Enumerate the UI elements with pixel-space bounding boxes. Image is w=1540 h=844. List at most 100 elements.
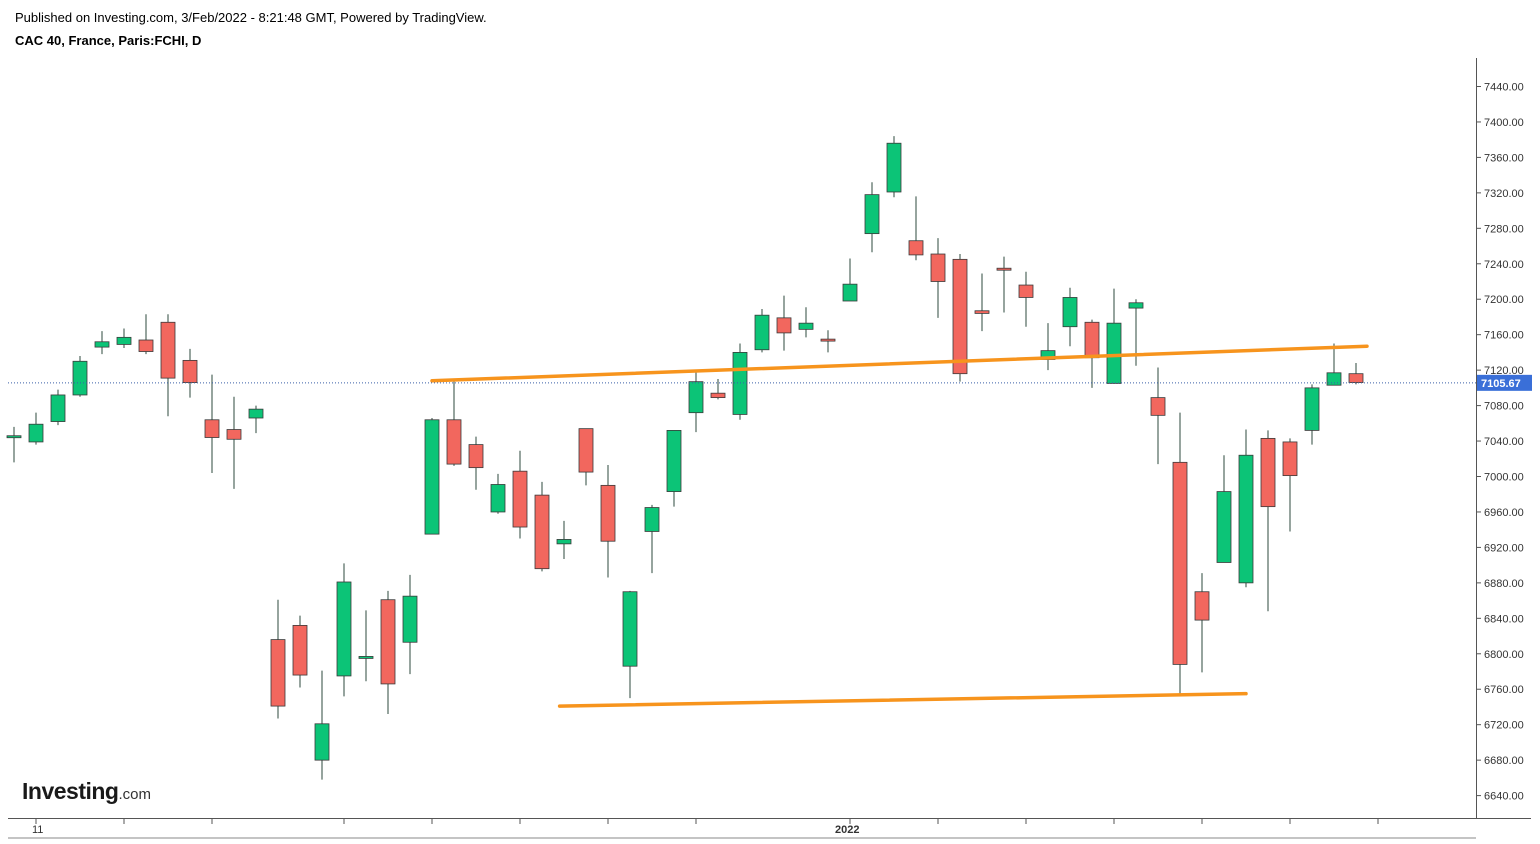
trendline [557,691,1248,708]
candle-body [754,314,770,351]
y-tick-label: 7120.00 [1484,365,1524,377]
candle [556,520,572,559]
last-price-label-bg [1477,374,1532,391]
candle [1238,429,1254,588]
candle-body [512,470,528,528]
candle [1150,367,1166,465]
candle [160,314,176,417]
candle [908,196,924,261]
candles [6,136,1364,780]
candle-body [820,338,836,342]
trendline [430,344,1369,383]
candle-body [226,429,242,440]
candle-body [864,194,880,235]
candle [842,258,858,302]
candle-body [732,352,748,415]
candle [6,426,22,463]
candle [644,504,660,574]
candle [358,610,374,682]
candle-body [72,360,88,396]
candle-body [600,484,616,542]
candle [116,328,132,348]
candle-body [204,419,220,438]
candle [622,590,638,699]
candle [270,599,286,719]
candle-body [710,392,726,399]
candle-body [336,581,352,677]
candle [820,330,836,353]
y-tick-label: 6760.00 [1484,684,1524,696]
candle [72,355,88,397]
candle [1084,319,1100,388]
candle-body [1304,387,1320,431]
candle-body [644,507,660,532]
candle-body [688,381,704,414]
logo-suffix-text: .com [118,786,151,803]
candle [1216,455,1232,563]
candle [1348,363,1364,385]
candle-body [468,444,484,469]
candle-body [974,310,990,314]
candle-body [798,322,814,330]
y-tick-label: 6880.00 [1484,578,1524,590]
candle [138,314,154,355]
candle [1282,438,1298,532]
y-tick-label: 7000.00 [1484,472,1524,484]
candle-body [1084,321,1100,359]
candle-body [1194,591,1210,621]
candle [974,273,990,332]
candle [292,615,308,688]
candle [28,412,44,445]
published-caption: Published on Investing.com, 3/Feb/2022 -… [15,10,487,25]
candle-body [116,336,132,345]
y-tick-label: 6720.00 [1484,720,1524,732]
y-tick-label: 7040.00 [1484,436,1524,448]
candle-body [94,341,110,348]
candle [226,396,242,489]
candle-body [424,419,440,535]
candle-body [930,253,946,282]
candle-body [270,639,286,707]
candle-body [1238,454,1254,584]
last-price-marker: 7105.67 [8,374,1532,391]
candle [248,405,264,434]
candle [468,436,484,490]
candle [1172,412,1188,695]
y-tick-label: 6960.00 [1484,507,1524,519]
y-tick-label: 7360.00 [1484,152,1524,164]
candle-body [490,484,506,513]
candle-body [446,419,462,465]
candle [512,450,528,539]
candle [182,348,198,398]
candle-body [314,723,330,761]
symbol-title: CAC 40, France, Paris:FCHI, D [15,33,202,48]
candle [864,182,880,253]
candle-body [1062,297,1078,328]
candle-body [842,283,858,302]
candle [94,331,110,355]
candle [336,563,352,697]
candle [446,380,462,466]
candle [930,238,946,318]
candle [1062,287,1078,347]
investing-logo: Investing.com [22,778,151,805]
candle-body [952,258,968,375]
candle [402,574,418,675]
candle-body [534,494,550,570]
candle [534,481,550,572]
candle-body [1282,441,1298,477]
candle [666,430,682,507]
candle-body [28,423,44,443]
candle-body [996,267,1012,271]
candle-body [380,599,396,685]
candle-body [1106,322,1122,384]
candle [1018,271,1034,327]
candle-body [1018,284,1034,298]
candle-body [908,240,924,256]
candle-body [886,142,902,193]
candle [424,418,440,535]
candle-body [1128,302,1144,309]
candle-body [292,625,308,676]
candle [1106,288,1122,384]
